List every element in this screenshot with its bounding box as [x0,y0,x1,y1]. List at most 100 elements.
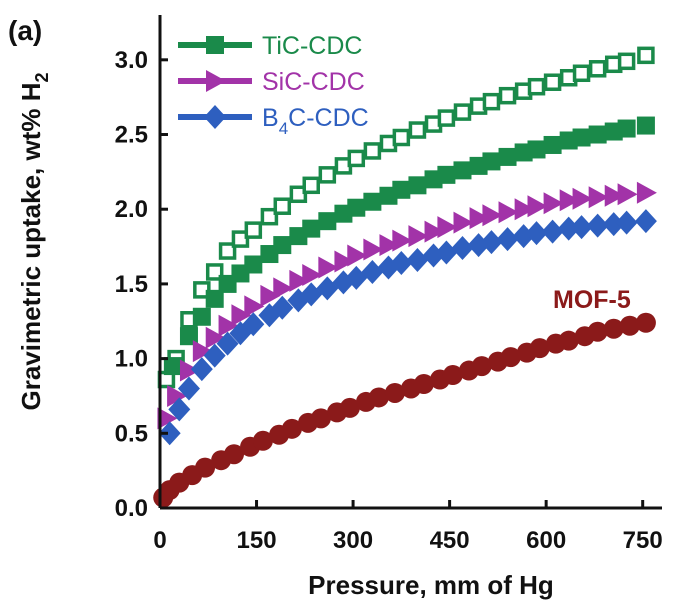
x-tick-label: 0 [153,527,166,554]
data-point [302,263,323,286]
x-axis-title: Pressure, mm of Hg [308,570,554,600]
data-point [224,444,245,465]
data-point [203,343,226,368]
data-point [252,430,273,451]
legend-label: SiC-CDC [262,68,365,96]
legend-item: SiC-CDC [178,68,365,96]
data-point [244,221,263,239]
panel-label: (a) [8,15,42,46]
data-point [543,135,562,154]
data-point [231,304,252,327]
data-point [347,149,366,168]
y-tick-label: 0.5 [115,420,148,447]
data-point [392,229,413,252]
data-point [242,312,265,337]
data-point [260,284,281,307]
data-point [541,219,564,244]
data-point [480,230,503,255]
data-point [260,207,279,226]
y-axis-title-subscript: 2 [32,72,52,82]
data-point [543,73,562,91]
legend-label: B4C-CDC [262,104,369,138]
data-point [471,356,492,377]
data-point [543,192,564,215]
data-point [527,77,546,96]
data-point [637,46,655,65]
data-point [442,365,463,386]
data-point [273,277,294,300]
data-point [195,457,216,478]
series-tic-cdc-square-filled [163,116,655,376]
data-point [406,248,429,273]
data-point [334,250,355,273]
data-point [158,421,181,446]
data-point [572,64,591,83]
x-tick-label: 600 [526,527,566,554]
data-point [602,212,625,237]
y-tick-label: 1.0 [115,346,148,373]
data-point [635,312,656,333]
mof5-annotation: MOF-5 [553,286,631,314]
legend-label-subscript: 4 [279,119,288,138]
data-point [384,382,405,403]
data-point [482,152,501,171]
y-tick-label: 2.5 [115,122,148,149]
data-point [273,197,292,215]
data-point [469,207,490,230]
data-point [218,314,239,337]
data-point [587,321,608,342]
data-point [559,189,580,212]
data-point [392,180,411,199]
x-tick-label: 300 [333,527,373,554]
legend: TiC-CDC SiC-CDC B4C-CDC [178,32,369,138]
data-point [586,213,609,238]
data-point [525,221,548,246]
data-point [603,318,624,339]
data-point [167,384,188,407]
data-point [451,236,474,261]
y-tick-label: 3.0 [115,47,148,74]
data-point [361,259,384,284]
data-point [413,374,434,395]
data-point [619,315,640,336]
x-tick-label: 450 [430,527,470,554]
data-point [192,307,211,326]
y-tick-label: 0.0 [115,495,148,522]
data-point [453,161,472,180]
data-point [617,52,636,71]
data-point [435,240,458,265]
data-point [318,212,337,231]
data-point [190,357,213,382]
data-point [482,204,503,227]
legend-label: TiC-CDC [262,32,362,60]
data-point [408,176,427,195]
data-point [289,185,308,204]
data-point [588,125,607,144]
data-point [271,295,294,320]
data-point [218,242,237,260]
data-point [424,220,445,243]
data-point [500,347,521,368]
data-point [368,387,389,408]
data-point [273,236,292,255]
axes [158,15,662,510]
data-point [205,289,224,308]
data-point [496,227,519,252]
legend-marker [204,105,226,129]
ticks: 0 150 300 450 600 750 0.0 0.5 1.0 1.5 2.0 2.5 3.0 [115,47,663,554]
data-point [558,330,579,351]
data-point [437,109,456,127]
legend-label-text: TiC-CDC [262,32,362,60]
data-point [604,184,625,207]
legend-marker [206,70,226,92]
data-point [408,225,429,248]
data-point [205,326,226,349]
data-point [437,165,456,184]
data-point [363,238,384,261]
data-point [617,183,638,206]
data-point [572,187,593,210]
y-axis-title-group: Gravimetric uptake, wt% H2 [16,72,52,410]
data-point [281,418,302,439]
data-point [588,60,607,78]
data-point [453,103,472,121]
